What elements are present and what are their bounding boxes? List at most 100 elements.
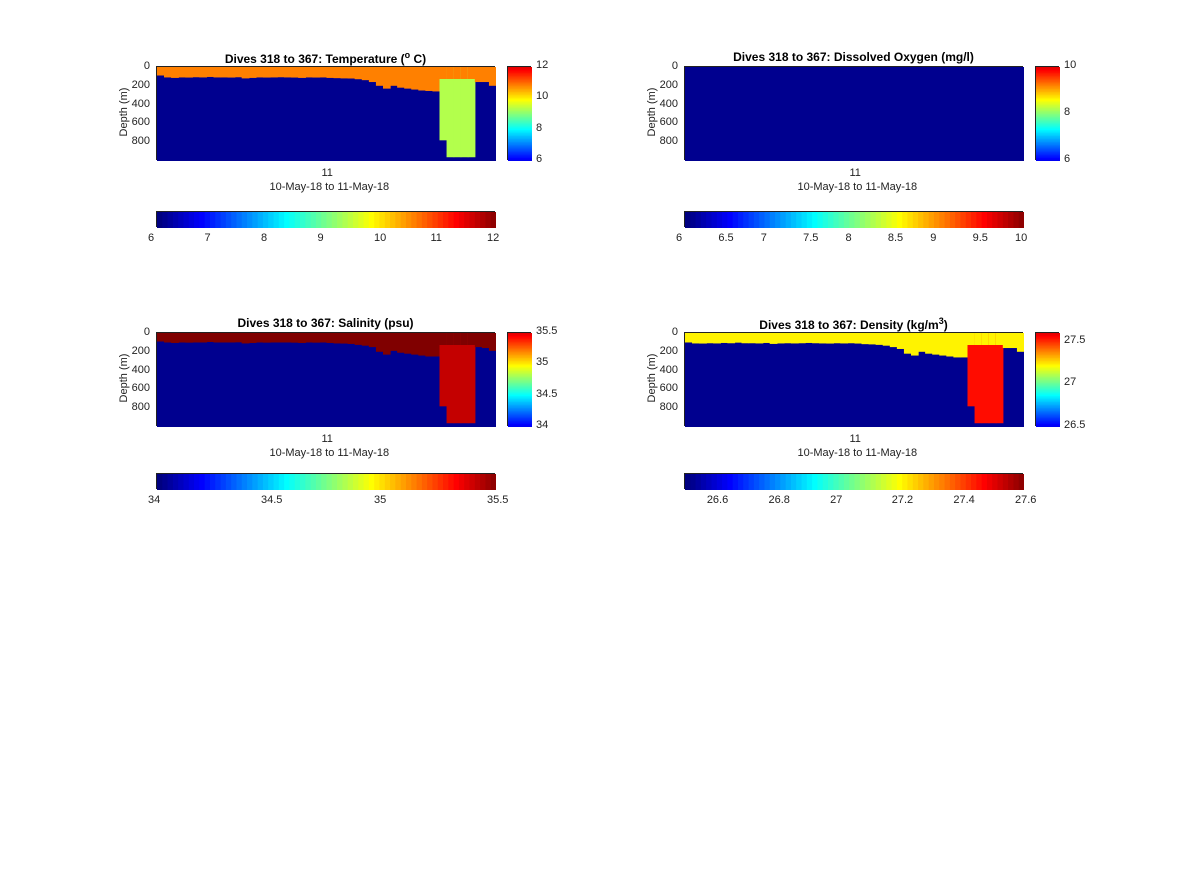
colorbar-swatch xyxy=(1036,144,1060,147)
colorbar-swatch xyxy=(732,212,739,228)
colorbar-swatch xyxy=(331,212,338,228)
colorbar-tick-label: 26.5 xyxy=(1064,419,1086,431)
profile-column xyxy=(439,67,448,141)
colorbar-swatch xyxy=(508,138,532,141)
colorbar-swatch xyxy=(1036,397,1060,400)
colorbar-swatch xyxy=(1036,407,1060,410)
colorbar-swatch xyxy=(1036,89,1060,91)
colorbar-swatch xyxy=(960,474,967,490)
profile-column xyxy=(446,333,455,424)
colorbar-swatch xyxy=(508,83,532,86)
colorbar-swatch xyxy=(759,212,765,228)
colorbar-swatch xyxy=(379,474,386,490)
colorbar-swatch xyxy=(321,212,327,228)
colorbar-swatch xyxy=(432,212,439,228)
colorbar-swatch xyxy=(1036,103,1060,106)
colorbar-swatch xyxy=(368,212,375,228)
colorbar-swatch xyxy=(508,100,532,103)
colorbar-swatch xyxy=(508,159,532,161)
colorbar-swatch xyxy=(1036,360,1060,363)
colorbar-swatch xyxy=(886,212,893,228)
colorbar-swatch xyxy=(508,119,532,122)
surface-layer xyxy=(354,67,363,79)
colorbar-swatch xyxy=(891,212,898,228)
colorbar-swatch xyxy=(806,474,813,490)
colorbar-swatch xyxy=(939,474,946,490)
surface-layer xyxy=(432,67,441,79)
colorbar-swatch xyxy=(1036,416,1060,419)
colorbar-tick-label: 27 xyxy=(830,494,843,506)
surface-layer xyxy=(741,333,750,344)
colorbar-swatch xyxy=(315,474,322,490)
surface-layer xyxy=(1009,333,1018,345)
colorbar-swatch xyxy=(828,474,834,490)
surface-layer xyxy=(192,67,200,78)
colorbar-swatch xyxy=(220,474,227,490)
colorbar-swatch xyxy=(508,397,532,400)
colorbar-swatch xyxy=(508,424,532,427)
colorbar-swatch xyxy=(508,385,532,388)
colorbar-swatch xyxy=(775,212,781,228)
colorbar-swatch xyxy=(1008,474,1014,490)
colorbar-swatch xyxy=(508,122,532,125)
surface-layer xyxy=(368,333,377,345)
surface-layer xyxy=(439,333,448,345)
colorbar-swatch xyxy=(188,212,195,228)
surface-layer xyxy=(960,333,969,345)
y-tick-label: 0 xyxy=(671,60,678,72)
surface-layer xyxy=(974,333,983,345)
colorbar-swatch xyxy=(732,474,739,490)
surface-layer xyxy=(481,67,490,79)
colorbar-swatch xyxy=(1036,393,1060,396)
colorbar-swatch xyxy=(508,99,532,102)
surface-layer xyxy=(939,333,947,345)
chart-title-text: Dives 318 to 367: Dissolved Oxygen (mg/l… xyxy=(733,50,974,64)
colorbar-swatch xyxy=(1036,141,1060,144)
colorbar-swatch xyxy=(1036,390,1060,393)
colorbar-swatch xyxy=(508,106,532,109)
colorbar-swatch xyxy=(508,114,532,116)
x-tick-label: 11 xyxy=(849,433,861,445)
colorbar-swatch xyxy=(508,363,532,366)
colorbar-swatch xyxy=(737,474,744,490)
colorbar-swatch xyxy=(1036,102,1060,105)
colorbar-swatch xyxy=(743,212,750,228)
colorbar-tick-label: 9 xyxy=(317,232,324,244)
surface-layer xyxy=(720,333,728,343)
colorbar-swatch xyxy=(508,87,532,90)
heatmap-svg xyxy=(685,67,1024,161)
surface-layer xyxy=(206,67,215,77)
colorbar-swatch xyxy=(796,212,803,228)
colorbar-swatch xyxy=(342,474,349,490)
profile-column xyxy=(432,67,441,92)
colorbar-swatch xyxy=(955,212,961,228)
colorbar-swatch xyxy=(508,418,532,421)
colorbar-swatch xyxy=(443,474,449,490)
colorbar-swatch xyxy=(960,212,967,228)
colorbar-swatch xyxy=(1036,67,1060,69)
x-axis-label: 10-May-18 to 11-May-18 xyxy=(797,447,918,459)
colorbar-swatch xyxy=(1036,396,1060,399)
colorbar-swatch xyxy=(347,474,354,490)
colorbar-swatch xyxy=(753,474,760,490)
colorbar-tick-label: 35 xyxy=(374,494,387,506)
surface-layer xyxy=(446,67,455,79)
colorbar-swatch xyxy=(743,474,750,490)
colorbar-swatch xyxy=(508,146,532,149)
colorbar-swatch xyxy=(965,474,972,490)
y-tick-label: 600 xyxy=(659,382,678,395)
colorbar-swatch xyxy=(508,102,532,105)
colorbar-swatch xyxy=(780,474,787,490)
colorbar-swatch xyxy=(252,212,259,228)
colorbar-swatch xyxy=(508,75,532,78)
surface-layer xyxy=(762,333,771,343)
colorbar-swatch xyxy=(833,474,840,490)
colorbar-swatch xyxy=(485,212,492,228)
colorbar-swatch xyxy=(1036,359,1060,362)
surface-layer xyxy=(748,333,757,344)
colorbar-swatch xyxy=(870,212,877,228)
y-axis-label: Depth (m) xyxy=(118,87,130,137)
surface-layer xyxy=(1002,333,1011,345)
colorbar-swatch xyxy=(859,212,866,228)
surface-layer xyxy=(833,333,841,344)
